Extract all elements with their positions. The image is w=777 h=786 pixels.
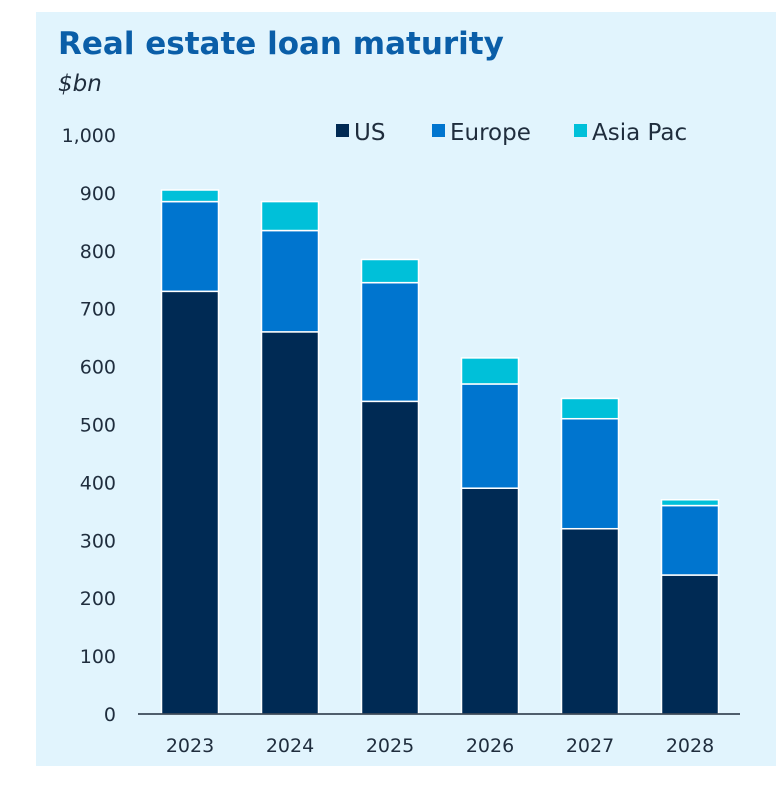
y-tick-label: 300 [80,530,116,552]
bar-segment-europe [362,283,419,402]
y-tick-label: 900 [80,183,116,205]
bar-segment-europe [162,202,219,292]
y-tick-label: 800 [80,241,116,263]
x-tick-label: 2026 [466,735,514,757]
bar-segment-us [362,401,419,714]
bar-segment-asia-pac [162,190,219,202]
bar-segment-us [462,488,519,714]
y-tick-label: 200 [80,588,116,610]
x-tick-label: 2025 [366,735,414,757]
x-axis-ticks: 2023 2024 2025 2026 2027 2028 [166,735,714,757]
bar-segment-asia-pac [662,500,719,506]
bar-segment-europe [662,506,719,575]
y-tick-label: 700 [80,299,116,321]
bar-segment-europe [462,384,519,488]
y-tick-label: 600 [80,357,116,379]
legend-swatch [432,124,445,137]
legend-label: Asia Pac [592,120,687,146]
bar-segment-europe [562,419,619,529]
x-tick-label: 2028 [666,735,714,757]
legend-swatch [336,124,349,137]
legend-label: US [354,120,385,146]
legend-label: Europe [450,120,531,146]
bar-segment-europe [262,231,319,332]
x-tick-label: 2023 [166,735,214,757]
legend: US Europe Asia Pac [336,120,687,146]
y-tick-label: 500 [80,415,116,437]
bar-segment-us [662,575,719,714]
y-tick-label: 100 [80,646,116,668]
y-tick-label: 0 [104,704,116,726]
y-tick-label: 400 [80,472,116,494]
bar-segment-us [262,332,319,714]
x-tick-label: 2024 [266,735,314,757]
legend-swatch [574,124,587,137]
bar-segment-us [562,529,619,714]
x-tick-label: 2027 [566,735,614,757]
y-axis-ticks: 0 100 200 300 400 500 600 700 800 900 1,000 [62,125,116,726]
bar-segment-asia-pac [562,398,619,418]
bar-segment-us [162,291,219,714]
y-tick-label: 1,000 [62,125,116,147]
bars [162,190,719,714]
bar-segment-asia-pac [262,202,319,231]
bar-segment-asia-pac [362,259,419,282]
bar-segment-asia-pac [462,358,519,384]
